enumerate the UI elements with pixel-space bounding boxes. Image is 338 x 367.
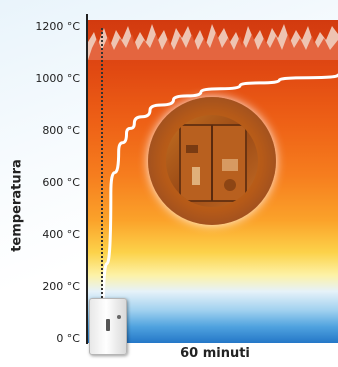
y-axis-line bbox=[86, 14, 88, 344]
safe-knob bbox=[117, 315, 121, 319]
fire-test-lens bbox=[148, 97, 276, 225]
plot-area bbox=[88, 20, 338, 343]
fireproof-safe-icon bbox=[89, 298, 127, 355]
start-dotted-line bbox=[101, 28, 103, 298]
temperature-curve-layer bbox=[101, 73, 338, 336]
burnt-door-photo bbox=[166, 115, 258, 207]
y-tick-label: 400 °C bbox=[42, 228, 80, 241]
y-tick-label: 200 °C bbox=[42, 280, 80, 293]
y-tick-label: 800 °C bbox=[42, 124, 80, 137]
y-tick-label: 600 °C bbox=[42, 176, 80, 189]
safe-handle bbox=[106, 319, 110, 331]
x-axis-title: 60 minuti bbox=[180, 346, 250, 361]
y-tick-label: 1200 °C bbox=[35, 20, 80, 33]
y-tick-label: 1000 °C bbox=[35, 72, 80, 85]
y-tick-label: 0 °C bbox=[56, 332, 80, 345]
temperature-series-line bbox=[101, 73, 338, 336]
y-axis-title: temperatura bbox=[9, 159, 25, 252]
flames-graphic bbox=[88, 24, 338, 60]
